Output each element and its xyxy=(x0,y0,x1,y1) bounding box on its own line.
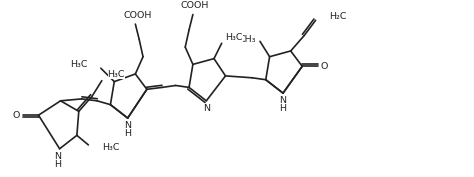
Text: COOH: COOH xyxy=(181,1,209,10)
Text: H₂C: H₂C xyxy=(329,12,346,21)
Text: H₃C: H₃C xyxy=(108,70,125,79)
Text: N: N xyxy=(124,121,131,130)
Text: O: O xyxy=(320,62,328,71)
Text: CH₃: CH₃ xyxy=(239,35,256,44)
Text: O: O xyxy=(13,111,20,120)
Text: H₃C: H₃C xyxy=(225,33,243,42)
Text: COOH: COOH xyxy=(123,11,152,20)
Text: H₃C: H₃C xyxy=(70,60,87,69)
Text: H: H xyxy=(280,104,286,113)
Text: H₃C: H₃C xyxy=(102,143,119,152)
Text: H: H xyxy=(54,160,61,169)
Text: N: N xyxy=(280,96,286,105)
Text: H: H xyxy=(124,129,131,138)
Text: N: N xyxy=(54,152,61,161)
Text: N: N xyxy=(203,104,210,113)
